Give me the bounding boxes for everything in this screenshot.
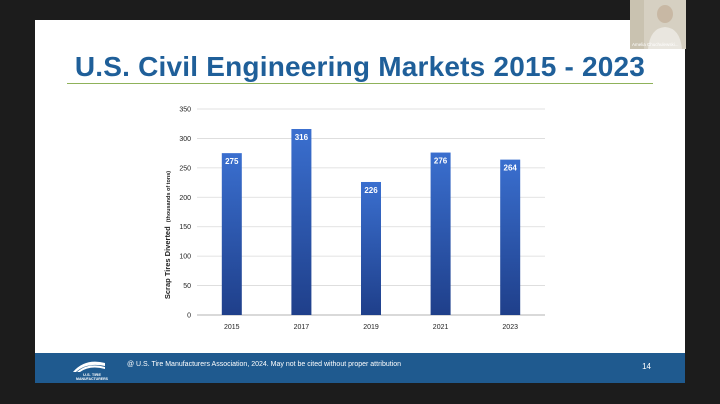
y-tick-labels: 0 50 100 150 200 250 300 350	[179, 107, 191, 320]
y-tick-label: 100	[179, 254, 191, 261]
y-tick-label: 200	[179, 195, 191, 202]
data-labels: 275 316 226 276 264	[225, 133, 517, 195]
title-divider	[67, 83, 653, 84]
bar-2023	[500, 159, 521, 315]
x-tick-labels: 2015 2017 2019 2021 2023	[224, 324, 518, 331]
page-number: 14	[642, 362, 651, 371]
slide: U.S. Civil Engineering Markets 2015 - 20…	[35, 20, 685, 383]
slide-title: U.S. Civil Engineering Markets 2015 - 20…	[74, 51, 646, 82]
bar-chart: 0 50 100 150 200 250 300 350 275 316 226 276 264 20…	[163, 107, 545, 331]
data-label-2015: 275	[225, 157, 239, 166]
x-tick-label: 2015	[224, 324, 240, 331]
y-axis-label-unit: (thousands of tons)	[166, 171, 172, 222]
bars	[221, 129, 521, 315]
x-tick-label: 2017	[294, 324, 310, 331]
x-tick-label: 2021	[433, 324, 449, 331]
bar-2019	[361, 181, 381, 315]
data-label-2023: 264	[504, 164, 518, 173]
data-label-2017: 316	[295, 133, 309, 142]
participant-avatar	[630, 0, 686, 49]
participant-name: Amelia Chuchulewski...	[632, 42, 679, 47]
x-tick-label: 2019	[363, 324, 379, 331]
y-tick-label: 0	[187, 313, 191, 320]
y-tick-label: 250	[179, 165, 191, 172]
y-tick-label: 350	[179, 107, 191, 114]
bar-2015	[221, 153, 242, 315]
ustma-logo: U.S. TIRE MANUFACTURERS	[73, 361, 109, 381]
data-label-2019: 226	[364, 186, 378, 195]
footer-bar: U.S. TIRE MANUFACTURERS @ U.S. Tire Manu…	[35, 353, 685, 383]
gridlines	[197, 108, 545, 316]
data-label-2021: 276	[434, 157, 448, 166]
y-axis-label: Scrap Tires Diverted (thousands of tons)	[163, 171, 172, 299]
x-tick-label: 2023	[502, 324, 518, 331]
logo-text-1: U.S. TIRE	[83, 372, 101, 377]
y-axis-label-text: Scrap Tires Diverted	[163, 226, 172, 299]
y-tick-label: 50	[183, 283, 191, 290]
logo-text-2: MANUFACTURERS	[76, 377, 109, 381]
copyright-text: @ U.S. Tire Manufacturers Association, 2…	[127, 361, 402, 368]
bar-2017	[291, 129, 312, 315]
y-tick-label: 150	[179, 224, 191, 231]
bar-2021	[430, 152, 451, 315]
y-tick-label: 300	[179, 136, 191, 143]
participant-video-tile[interactable]	[630, 0, 686, 49]
